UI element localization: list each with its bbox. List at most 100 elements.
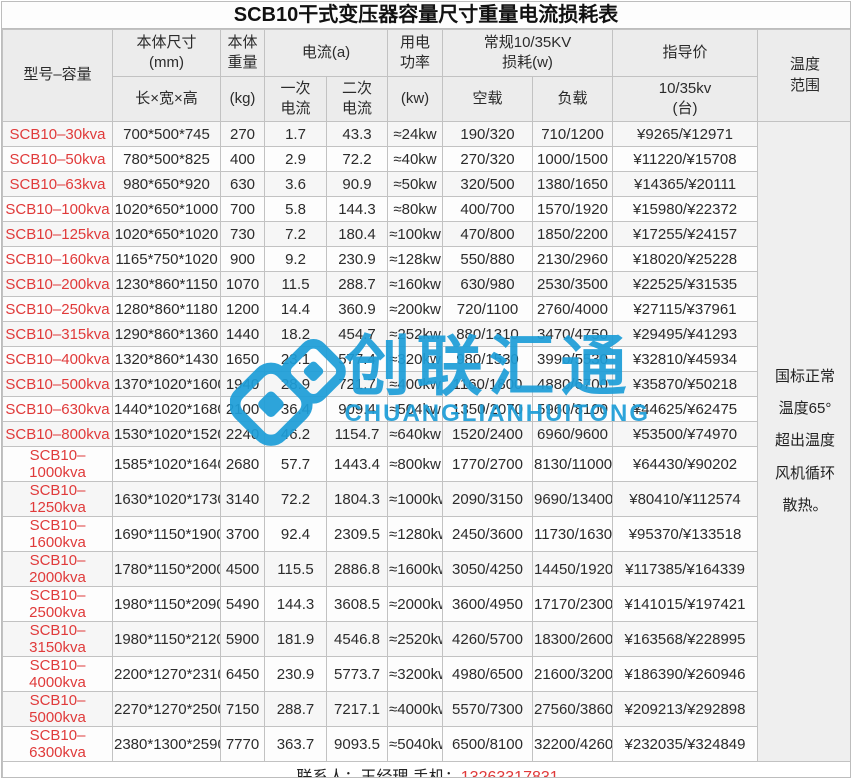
no-load-loss-cell: 4980/6500 — [442, 656, 533, 692]
weight-cell: 700 — [220, 196, 265, 222]
weight-cell: 5490 — [220, 586, 265, 622]
primary-current-cell: 18.2 — [264, 321, 327, 347]
secondary-current-cell: 360.9 — [326, 296, 388, 322]
no-load-loss-cell: 630/980 — [442, 271, 533, 297]
header-primary-current: 一次 电流 — [264, 76, 327, 122]
dimensions-cell: 780*500*825 — [112, 146, 221, 172]
no-load-loss-cell: 3600/4950 — [442, 586, 533, 622]
secondary-current-cell: 9093.5 — [326, 726, 388, 762]
no-load-loss-cell: 5570/7300 — [442, 691, 533, 727]
power-cell: ≈400kw — [387, 371, 443, 397]
contact-phone: 13263317831 — [460, 769, 559, 778]
weight-cell: 1440 — [220, 321, 265, 347]
no-load-loss-cell: 1350/2070 — [442, 396, 533, 422]
table-row: SCB10–500kva 1370*1020*1600 1940 28.9 721.7 ≈… — [2, 371, 851, 397]
model-capacity-cell: SCB10–100kva — [2, 196, 113, 222]
model-capacity-cell: SCB10–160kva — [2, 246, 113, 272]
price-cell: ¥232035/¥324849 — [612, 726, 759, 762]
power-cell: ≈200kw — [387, 296, 443, 322]
power-cell: ≈504kw — [387, 396, 443, 422]
table-row: SCB10–800kva 1530*1020*1520 2240 46.2 1154.7… — [2, 421, 851, 447]
secondary-current-cell: 1804.3 — [326, 481, 388, 517]
secondary-current-cell: 90.9 — [326, 171, 388, 197]
temperature-note: 国标正常 温度65° 超出温度 风机循环 散热。 — [757, 121, 850, 762]
header-secondary-current: 二次 电流 — [326, 76, 388, 122]
weight-cell: 2100 — [220, 396, 265, 422]
load-loss-cell: 1000/1500 — [531, 146, 614, 172]
primary-current-cell: 7.2 — [264, 221, 327, 247]
load-loss-cell: 3990/5530 — [531, 346, 614, 372]
load-loss-cell: 710/1200 — [531, 121, 614, 147]
no-load-loss-cell: 470/800 — [442, 221, 533, 247]
weight-cell: 7770 — [220, 726, 265, 762]
dimensions-cell: 1165*750*1020 — [112, 246, 221, 272]
table-row: SCB10–315kva 1290*860*1360 1440 18.2 454.7 ≈2… — [2, 321, 851, 347]
price-cell: ¥27115/¥37961 — [612, 296, 759, 322]
dimensions-cell: 1585*1020*1640 — [112, 446, 221, 482]
power-cell: ≈320kw — [387, 346, 443, 372]
secondary-current-cell: 180.4 — [326, 221, 388, 247]
table-row: SCB10–4000kva 2200*1270*2310 6450 230.9 5773… — [2, 656, 851, 692]
header-price-unit: 10/35kv (台) — [612, 76, 759, 122]
power-cell: ≈252kw — [387, 321, 443, 347]
model-capacity-cell: SCB10–200kva — [2, 271, 113, 297]
weight-cell: 5900 — [220, 621, 265, 657]
weight-cell: 2680 — [220, 446, 265, 482]
no-load-loss-cell: 1520/2400 — [442, 421, 533, 447]
contact-row: 联系人：王经理 手机：13263317831 — [2, 761, 850, 778]
secondary-current-cell: 1443.4 — [326, 446, 388, 482]
load-loss-cell: 8130/11000 — [531, 446, 614, 482]
weight-cell: 1070 — [220, 271, 265, 297]
model-capacity-cell: SCB10–315kva — [2, 321, 113, 347]
load-loss-cell: 2130/2960 — [531, 246, 614, 272]
table-body: SCB10–30kva 700*500*745 270 1.7 43.3 ≈24kw 190… — [2, 121, 851, 762]
price-cell: ¥32810/¥45934 — [612, 346, 759, 372]
dimensions-cell: 1980*1150*2120 — [112, 621, 221, 657]
model-capacity-cell: SCB10–800kva — [2, 421, 113, 447]
model-capacity-cell: SCB10–2000kva — [2, 551, 113, 587]
table-row: SCB10–3150kva 1980*1150*2120 5900 181.9 4546… — [2, 621, 851, 657]
secondary-current-cell: 288.7 — [326, 271, 388, 297]
table-row: SCB10–63kva 980*650*920 630 3.6 90.9 ≈50kw 320… — [2, 171, 851, 197]
dimensions-cell: 2380*1300*2590 — [112, 726, 221, 762]
model-capacity-cell: SCB10–630kva — [2, 396, 113, 422]
weight-cell: 1940 — [220, 371, 265, 397]
power-cell: ≈24kw — [387, 121, 443, 147]
secondary-current-cell: 4546.8 — [326, 621, 388, 657]
no-load-loss-cell: 320/500 — [442, 171, 533, 197]
model-capacity-cell: SCB10–500kva — [2, 371, 113, 397]
weight-cell: 1650 — [220, 346, 265, 372]
primary-current-cell: 11.5 — [264, 271, 327, 297]
load-loss-cell: 27560/38600 — [531, 691, 614, 727]
spec-table: 型号–容量 本体尺寸 (mm) 本体 重量 电流(a) 用电 功率 常规10/3… — [2, 29, 851, 778]
no-load-loss-cell: 2090/3150 — [442, 481, 533, 517]
no-load-loss-cell: 3050/4250 — [442, 551, 533, 587]
power-cell: ≈1600kw — [387, 551, 443, 587]
header-guide-price: 指导价 — [612, 29, 759, 77]
primary-current-cell: 115.5 — [264, 551, 327, 587]
header-lwh: 长×宽×高 — [112, 76, 221, 122]
dimensions-cell: 700*500*745 — [112, 121, 221, 147]
price-cell: ¥163568/¥228995 — [612, 621, 759, 657]
weight-cell: 3140 — [220, 481, 265, 517]
header-power: 用电 功率 — [387, 29, 443, 77]
power-cell: ≈3200kw — [387, 656, 443, 692]
weight-cell: 630 — [220, 171, 265, 197]
no-load-loss-cell: 720/1100 — [442, 296, 533, 322]
price-cell: ¥35870/¥50218 — [612, 371, 759, 397]
power-cell: ≈100kw — [387, 221, 443, 247]
model-capacity-cell: SCB10–2500kva — [2, 586, 113, 622]
load-loss-cell: 9690/13400 — [531, 481, 614, 517]
load-loss-cell: 32200/42600 — [531, 726, 614, 762]
secondary-current-cell: 2886.8 — [326, 551, 388, 587]
power-cell: ≈2000kw — [387, 586, 443, 622]
load-loss-cell: 17170/23000 — [531, 586, 614, 622]
primary-current-cell: 23.1 — [264, 346, 327, 372]
header-temperature-range: 温度 范围 — [757, 29, 850, 122]
no-load-loss-cell: 980/1530 — [442, 346, 533, 372]
page-title: SCB10干式变压器容量尺寸重量电流损耗表 — [2, 2, 850, 29]
model-capacity-cell: SCB10–1000kva — [2, 446, 113, 482]
model-capacity-cell: SCB10–30kva — [2, 121, 113, 147]
power-cell: ≈5040kw — [387, 726, 443, 762]
